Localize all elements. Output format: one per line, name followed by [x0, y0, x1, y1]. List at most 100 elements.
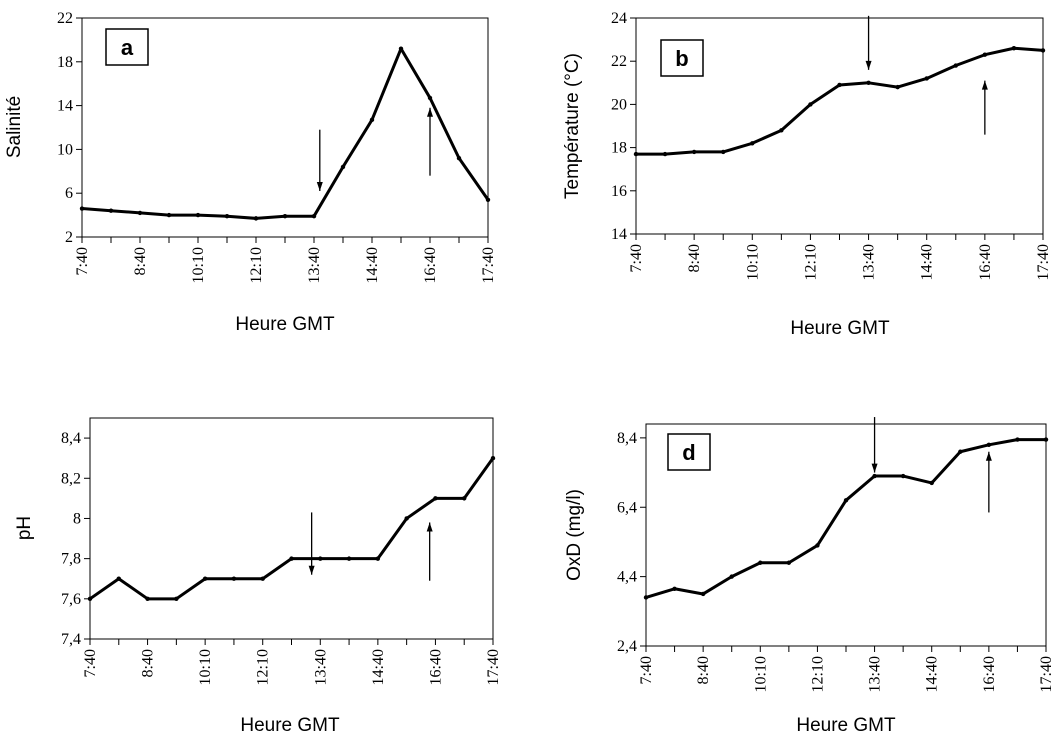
x-tick-label: 17:40 — [1035, 244, 1052, 280]
data-point — [1040, 48, 1046, 53]
data-point — [1043, 437, 1049, 442]
y-tick-label: 6 — [65, 185, 73, 202]
panel-label: d — [682, 440, 695, 465]
data-point — [456, 155, 462, 161]
arrow-head — [426, 522, 433, 532]
x-tick-label: 7:40 — [74, 247, 91, 275]
data-point — [691, 149, 697, 155]
x-tick-label: 8:40 — [695, 656, 712, 684]
x-tick-label: 13:40 — [312, 649, 329, 685]
x-axis-label: Heure GMT — [235, 314, 335, 335]
data-point — [174, 596, 179, 602]
y-axis-label: OxD (mg/l) — [564, 489, 585, 581]
y-tick-label: 7,6 — [61, 591, 81, 608]
data-point — [815, 543, 820, 548]
x-tick-label: 10:10 — [197, 649, 214, 685]
panel-label: b — [675, 46, 688, 71]
arrow-head — [985, 451, 992, 461]
data-point — [633, 151, 639, 157]
panel-label-box — [105, 28, 149, 66]
data-point — [953, 63, 958, 68]
x-tick-label: 14:40 — [924, 656, 941, 692]
chart-panel-d: 2,4 4,4 6,4 8,4 7:40 8:40 10:10 12:10 13:40 14:40… — [564, 417, 1055, 736]
y-tick-label: 10 — [57, 141, 73, 158]
data-point — [643, 595, 649, 600]
data-point — [900, 473, 906, 479]
data-point — [87, 596, 93, 602]
x-tick-label: 8:40 — [132, 247, 149, 275]
y-tick-label: 2 — [65, 229, 73, 246]
x-tick-label: 12:10 — [802, 244, 819, 280]
data-point — [721, 149, 726, 155]
y-tick-label: 8,2 — [61, 470, 81, 487]
y-tick-label: 16 — [611, 183, 627, 200]
data-point — [340, 164, 346, 170]
data-point — [750, 141, 755, 146]
x-tick-label: 7:40 — [638, 656, 655, 684]
data-point — [346, 556, 352, 561]
y-tick-label: 14 — [611, 226, 627, 243]
data-point — [485, 197, 491, 202]
data-point — [318, 556, 323, 561]
x-tick-label: 12:10 — [809, 656, 826, 692]
chart-panel-c: 7,4 7,6 7,8 8 8,2 8,4 7:40 8:40 10:10 12:10 13:40 1… — [14, 417, 502, 736]
data-point — [924, 76, 929, 81]
chart-panel-b: 14 16 18 20 22 24 7:40 8:40 10:10 12:10 13:40 14:40… — [562, 10, 1052, 339]
data-point — [837, 82, 842, 88]
x-tick-label: 10:10 — [752, 656, 769, 692]
series-line — [81, 47, 490, 220]
data-point — [986, 442, 992, 448]
data-point — [369, 117, 375, 123]
x-tick-label: 16:40 — [977, 244, 994, 280]
x-tick-label: 16:40 — [981, 656, 998, 692]
data-point — [872, 473, 877, 479]
data-point — [1011, 46, 1017, 51]
data-point — [404, 516, 409, 521]
arrow-head — [308, 565, 315, 575]
x-tick-label: 14:40 — [364, 247, 381, 283]
data-point — [729, 574, 734, 579]
data-point — [166, 212, 172, 218]
data-point — [700, 591, 706, 597]
arrow-head — [427, 107, 433, 117]
panel-label-box — [660, 39, 704, 77]
data-point — [490, 455, 496, 461]
x-axis-label: Heure GMT — [240, 715, 340, 736]
y-axis-label: pH — [14, 516, 35, 540]
x-tick-label: 14:40 — [370, 649, 387, 685]
y-axis-label: Salinité — [4, 96, 25, 158]
data-point — [311, 213, 317, 219]
data-point — [866, 80, 871, 86]
data-point — [282, 213, 288, 219]
data-point — [462, 496, 467, 501]
y-tick-label: 22 — [611, 53, 627, 70]
y-tick-label: 18 — [611, 140, 627, 157]
data-point — [231, 576, 237, 581]
x-tick-label: 7:40 — [82, 649, 99, 677]
x-tick-label: 13:40 — [867, 656, 884, 692]
x-tick-label: 10:10 — [190, 247, 207, 283]
chart-panel-a: 2 6 10 14 18 22 7:40 8:40 10:10 12:10 13:40 14:40 16… — [4, 10, 497, 335]
panel-label: a — [121, 35, 134, 60]
x-tick-label: 10:10 — [744, 244, 761, 280]
x-tick-label: 12:10 — [248, 247, 265, 283]
y-axis-label: Température (°C) — [562, 53, 583, 199]
data-point — [958, 449, 963, 454]
data-point — [260, 576, 265, 581]
data-point — [843, 498, 849, 503]
y-tick-label: 7,4 — [61, 631, 81, 648]
plot-frame — [89, 417, 494, 640]
x-tick-label: 16:40 — [427, 649, 444, 685]
data-point — [929, 480, 934, 486]
y-tick-label: 8 — [73, 510, 81, 527]
data-point — [808, 102, 813, 107]
x-tick-label: 16:40 — [422, 247, 439, 283]
data-point — [375, 556, 381, 561]
data-point — [116, 576, 121, 581]
x-axis-label: Heure GMT — [790, 318, 890, 339]
y-tick-label: 8,4 — [61, 430, 81, 447]
x-axis-label: Heure GMT — [796, 715, 896, 736]
data-point — [195, 212, 201, 218]
x-tick-label: 14:40 — [919, 244, 936, 280]
